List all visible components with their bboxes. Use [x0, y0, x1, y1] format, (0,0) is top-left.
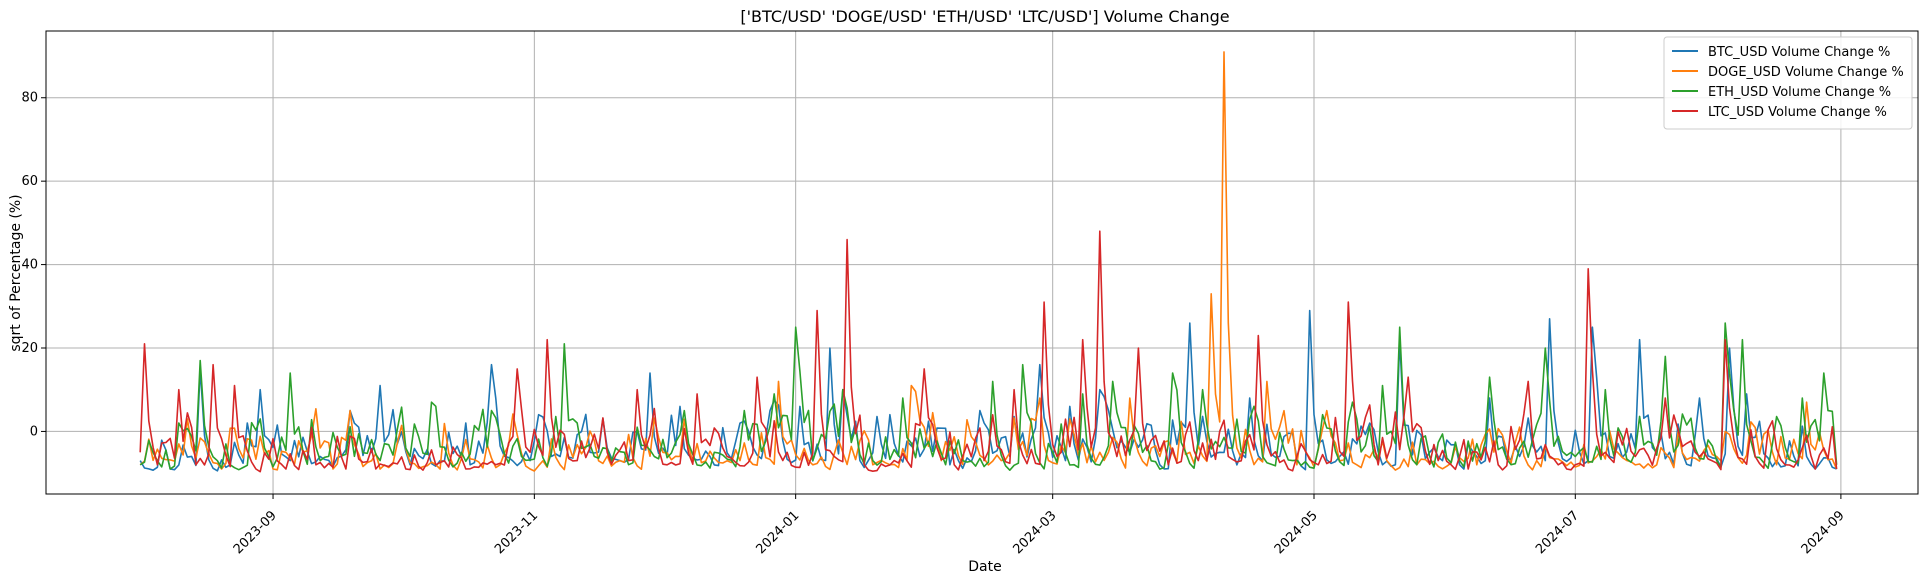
series-line	[139, 309, 1837, 472]
legend-box	[1663, 36, 1913, 130]
y-tick-label: 80	[21, 91, 38, 106]
x-axis-label: Date	[968, 559, 1001, 575]
series-lines	[139, 51, 1838, 473]
x-axis-ticks: 2023-09 2023-11 2024-01 2024-03 2024-05 2024-…	[231, 494, 1848, 557]
plot-frame	[45, 30, 1919, 495]
x-tick-label: 2024-07	[1533, 508, 1582, 557]
x-tick-label: 2024-09	[1799, 508, 1848, 557]
y-axis-label: sqrt of Percentage (%)	[8, 194, 24, 351]
legend-entry: DOGE_USD Volume Change %	[1708, 65, 1904, 80]
chart-title: ['BTC/USD' 'DOGE/USD' 'ETH/USD' 'LTC/USD…	[740, 7, 1229, 26]
y-tick-label: 20	[21, 341, 38, 356]
y-tick-label: 0	[30, 424, 38, 439]
grid	[46, 31, 1918, 494]
series-line	[139, 230, 1838, 473]
y-tick-label: 40	[21, 258, 38, 273]
x-tick-label: 2023-09	[231, 508, 280, 557]
x-tick-label: 2024-01	[753, 508, 802, 557]
y-axis-ticks: 0 20 40 60 80	[21, 91, 46, 439]
series-line	[139, 322, 1838, 472]
legend: BTC_USD Volume Change % DOGE_USD Volume C…	[1663, 36, 1913, 130]
y-tick-label: 60	[21, 174, 38, 189]
legend-entry: LTC_USD Volume Change %	[1708, 105, 1887, 120]
legend-entry: ETH_USD Volume Change %	[1708, 85, 1891, 100]
legend-entry: BTC_USD Volume Change %	[1708, 45, 1890, 60]
x-tick-label: 2023-11	[492, 508, 541, 557]
series-line	[139, 51, 1838, 472]
x-tick-label: 2024-03	[1010, 508, 1059, 557]
x-tick-label: 2024-05	[1272, 508, 1321, 557]
